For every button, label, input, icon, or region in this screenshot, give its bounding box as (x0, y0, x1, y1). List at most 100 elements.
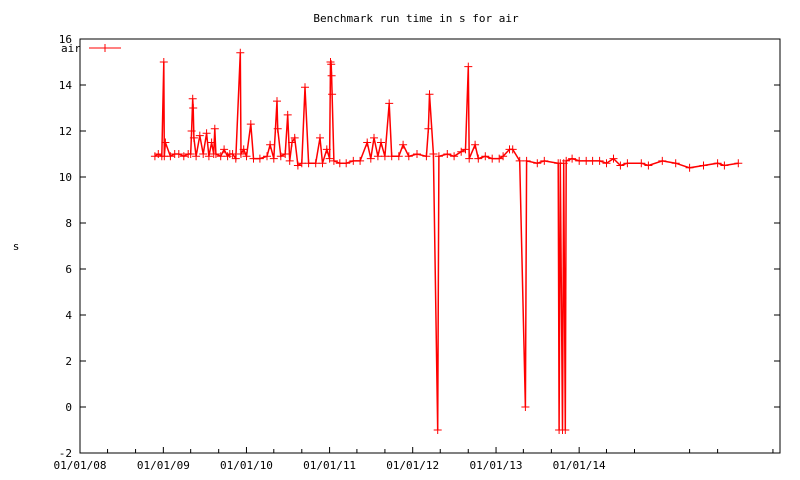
data-point (297, 159, 306, 168)
data-point (515, 156, 524, 165)
data-point (609, 154, 618, 163)
data-point (671, 159, 680, 168)
data-point (356, 156, 365, 165)
data-point (399, 140, 408, 149)
data-point (188, 94, 197, 103)
data-point (210, 124, 219, 133)
data-point (186, 150, 195, 158)
data-point (195, 131, 204, 140)
legend: air (61, 42, 121, 55)
data-point (342, 159, 351, 168)
data-point (429, 150, 438, 158)
data-point (266, 140, 275, 149)
data-point (425, 90, 434, 99)
data-point (239, 145, 248, 154)
data-point (192, 152, 201, 161)
data-point (263, 152, 271, 161)
axis-ticks: -2 0 2 4 6 8 10 12 14 16 01/01/08 01/01/09 01/01/10 0… (54, 33, 780, 472)
y-tick-label: 6 (65, 263, 72, 276)
data-point (255, 154, 264, 163)
x-tick-label: 01/01/13 (470, 459, 523, 472)
data-point (327, 60, 336, 69)
data-point (464, 62, 473, 71)
data-point (602, 159, 611, 168)
data-point (189, 133, 198, 142)
data-point (231, 154, 240, 163)
x-tick-label: 01/01/11 (303, 459, 356, 472)
data-point (699, 161, 708, 170)
y-tick-label: -2 (59, 447, 72, 460)
data-point (637, 159, 646, 168)
data-point (540, 156, 549, 165)
data-point (202, 129, 211, 138)
series-line-air (154, 52, 739, 431)
data-point (413, 150, 421, 158)
data-point (450, 152, 459, 161)
data-point (568, 154, 577, 163)
data-point (385, 99, 394, 108)
data-point (325, 154, 334, 163)
y-tick-label: 10 (59, 171, 72, 184)
data-point (424, 124, 433, 133)
data-point (273, 97, 281, 106)
data-point (404, 152, 413, 161)
x-tick-label: 01/01/09 (137, 459, 190, 472)
data-point (179, 152, 188, 161)
data-point (616, 161, 625, 170)
data-point (658, 156, 667, 165)
series-group (150, 48, 743, 434)
y-tick-label: 4 (65, 309, 72, 322)
data-point (521, 403, 530, 411)
data-point (304, 159, 313, 168)
data-point (187, 127, 196, 135)
data-point (465, 154, 474, 163)
data-point (522, 156, 531, 165)
data-point (471, 140, 480, 149)
data-point (734, 159, 743, 168)
data-point (685, 163, 694, 172)
data-point (269, 154, 278, 163)
data-point (281, 150, 290, 158)
y-tick-label: 14 (59, 79, 73, 92)
data-point (211, 150, 220, 158)
data-point (422, 152, 431, 161)
data-point (474, 154, 483, 163)
data-point (311, 159, 320, 168)
data-point (499, 152, 508, 161)
data-point (713, 159, 722, 168)
data-point (366, 154, 375, 163)
data-point (216, 152, 225, 161)
data-point (720, 161, 729, 170)
data-point (273, 124, 282, 133)
data-point (276, 152, 285, 161)
data-point (220, 145, 229, 154)
data-point (301, 83, 309, 92)
data-point (166, 152, 175, 161)
data-point (236, 48, 245, 57)
data-point (373, 152, 382, 161)
data-point (174, 150, 183, 158)
data-point (575, 156, 584, 165)
chart-title: Benchmark run time in s for air (313, 12, 519, 25)
data-point (327, 71, 336, 80)
data-point (488, 154, 497, 163)
data-point (228, 150, 237, 158)
y-tick-label: 16 (59, 33, 72, 46)
data-point (561, 426, 570, 434)
data-point (434, 152, 443, 161)
y-axis-label: s (13, 240, 20, 253)
data-point (290, 133, 299, 142)
y-tick-label: 0 (65, 401, 72, 414)
data-point (199, 150, 208, 158)
data-point (204, 152, 213, 161)
y-tick-label: 8 (65, 217, 72, 230)
x-tick-label: 01/01/14 (553, 459, 606, 472)
x-tick-label: 01/01/10 (220, 459, 273, 472)
data-point (588, 156, 597, 165)
data-point (394, 152, 403, 161)
y-tick-label: 12 (59, 125, 72, 138)
data-point (433, 426, 442, 434)
data-point (316, 133, 324, 142)
data-point (285, 156, 294, 165)
x-tick-label: 01/01/12 (386, 459, 439, 472)
